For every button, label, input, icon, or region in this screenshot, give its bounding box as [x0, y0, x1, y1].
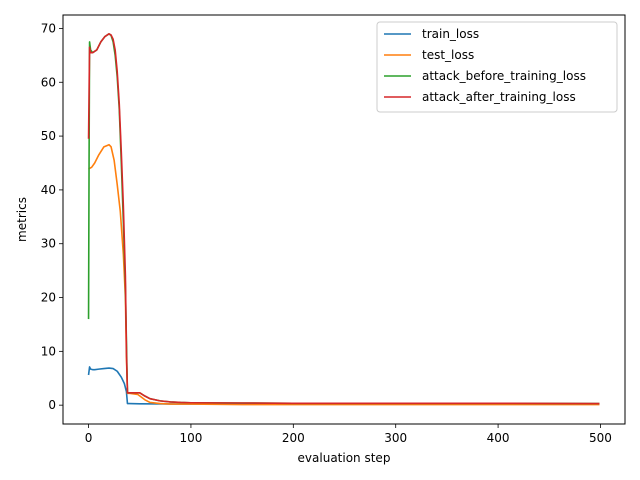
axes-frame: [62, 14, 626, 425]
y-tick-label: 60: [41, 75, 56, 89]
x-tick-label: 200: [282, 431, 305, 445]
y-tick-label: 50: [41, 129, 56, 143]
y-tick-label: 20: [41, 291, 56, 305]
x-tick-label: 400: [487, 431, 510, 445]
legend: train_loss test_loss attack_before_trainin…: [376, 21, 618, 113]
plot-layer: [87, 33, 600, 406]
y-tick-label: 40: [41, 183, 56, 197]
legend-label: test_loss: [422, 48, 474, 62]
legend-label: attack_after_training_loss: [422, 90, 576, 104]
legend-label: attack_before_training_loss: [422, 69, 586, 83]
y-tick-label: 70: [41, 21, 56, 35]
y-tick-label: 10: [41, 344, 56, 358]
y-axis-label: metrics: [15, 197, 29, 242]
x-tick-label: 0: [85, 431, 93, 445]
y-tick-label: 0: [48, 398, 56, 412]
legend-box: [376, 21, 618, 113]
x-axis-label: evaluation step: [298, 451, 391, 465]
y-axis-ticks: 0 10 20 30 40 50 60 70: [41, 21, 63, 412]
x-tick-label: 100: [179, 431, 202, 445]
legend-label: train_loss: [422, 27, 479, 41]
x-tick-label: 500: [589, 431, 612, 445]
x-axis-ticks: 0 100 200 300 400 500: [85, 424, 612, 445]
y-tick-label: 30: [41, 237, 56, 251]
series-line-attack-after-training-loss: [87, 33, 600, 405]
x-tick-label: 300: [384, 431, 407, 445]
